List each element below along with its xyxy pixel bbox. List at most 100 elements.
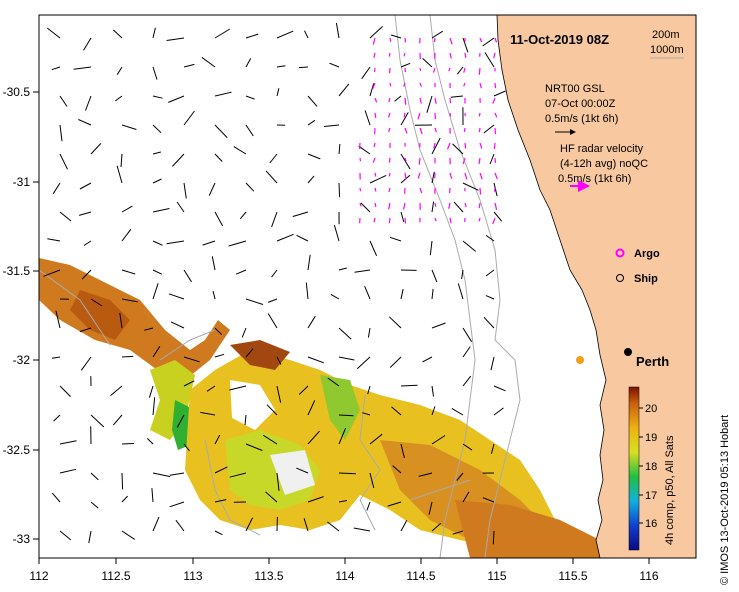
current-vector [369,472,375,489]
current-vector [59,468,77,474]
current-vector [166,37,185,41]
current-vector [338,356,355,361]
current-vector [450,95,464,98]
hf-radar-vector [373,142,376,148]
current-vector [51,356,61,359]
current-vector [183,443,190,452]
current-vector [183,63,195,68]
hf-radar-vector [418,157,421,165]
current-vector [338,414,354,417]
hf-radar-vector [374,97,378,103]
current-vector [493,90,506,97]
gsl-scale-label: 0.5m/s (1kt 6h) [545,113,618,125]
hf-title: HF radar velocity [560,143,644,155]
current-vector [431,269,438,283]
current-vector [183,380,195,387]
x-tick-label: 114 [335,569,354,583]
current-vector [143,327,154,331]
depth-1000m-label: 1000m [650,44,684,56]
current-vector [214,211,224,227]
current-vector [338,327,352,340]
hf-radar-vector [479,82,482,89]
current-vector [43,269,61,277]
current-vector [431,322,446,329]
current-vector [307,356,324,364]
current-vector [298,66,309,69]
hf-scale-label: 0.5m/s (1kt 6h) [558,173,631,185]
current-vector [431,137,441,155]
gsl-vectors [43,22,506,545]
hf-radar-vector [492,97,496,104]
current-vector [431,523,442,532]
current-vector [235,269,247,275]
current-vector [484,52,495,68]
current-vector [354,269,371,273]
current-vector [369,174,387,184]
current-vector [152,269,163,275]
current-vector [121,228,132,242]
hf-radar-vector [389,82,392,87]
current-vector [172,153,185,167]
x-tick-label: 115 [487,569,506,583]
y-tick-label: -31.5 [3,264,31,278]
hf-radar-vector [494,37,498,43]
hf-radar-vector [478,127,481,133]
plot-frame [38,14,697,559]
current-vector [307,254,311,271]
current-vector [338,472,356,475]
hf-radar-vector [463,67,466,73]
current-vector [360,202,371,213]
depth-200m-label: 200m [652,29,680,41]
current-vector [112,414,123,426]
current-vector [200,411,216,416]
perth-marker [624,348,632,356]
current-vector [88,530,92,544]
current-vector [151,488,154,503]
current-vector [327,521,340,532]
current-vector [152,151,162,155]
hf-radar-vector [373,52,376,58]
hf-radar-vector [419,82,423,87]
current-vector [47,238,61,242]
current-vector [81,269,92,280]
current-vector [239,211,247,220]
current-vector [338,427,347,445]
gsl-legend: NRT00 GSL 07-Oct 00:00Z 0.5m/s (1kt 6h) [545,83,618,135]
hf-radar-vector [403,112,406,118]
x-tick-label: 115.5 [558,569,587,583]
hf-radar-vector [448,67,451,72]
y-tick-label: -33 [13,532,31,546]
current-vector [422,356,433,363]
current-vector [456,66,464,75]
current-vector [307,153,321,160]
x-tick-label: 113.5 [254,569,283,583]
current-vector [276,88,280,97]
current-vector [245,182,255,192]
current-vector [422,58,433,68]
hf-radar-vector [359,187,362,192]
current-vector [202,240,216,246]
current-vector [418,472,433,477]
current-vector [183,269,192,283]
current-vector [166,240,185,245]
gsl-title: NRT00 GSL [545,83,605,95]
current-vector [307,95,318,107]
current-vector [245,298,264,305]
current-vector [485,295,495,300]
current-vector [152,95,163,99]
hf-radar-vector [388,172,391,177]
hf-radar-vector [479,172,483,180]
hf-radar-vector [479,142,483,149]
current-vector [121,298,138,303]
current-vector [245,33,259,39]
current-vector [233,146,247,155]
current-vector [462,327,473,342]
y-tick-label: -32.5 [3,443,31,457]
hf-legend: HF radar velocity (4-12h avg) noQC 0.5m/… [558,143,648,192]
current-vector [388,316,402,329]
current-vector [361,66,371,80]
current-vector [493,182,498,197]
current-vector [369,433,383,445]
current-vector [389,236,402,242]
hf-radar-vector [434,202,437,207]
